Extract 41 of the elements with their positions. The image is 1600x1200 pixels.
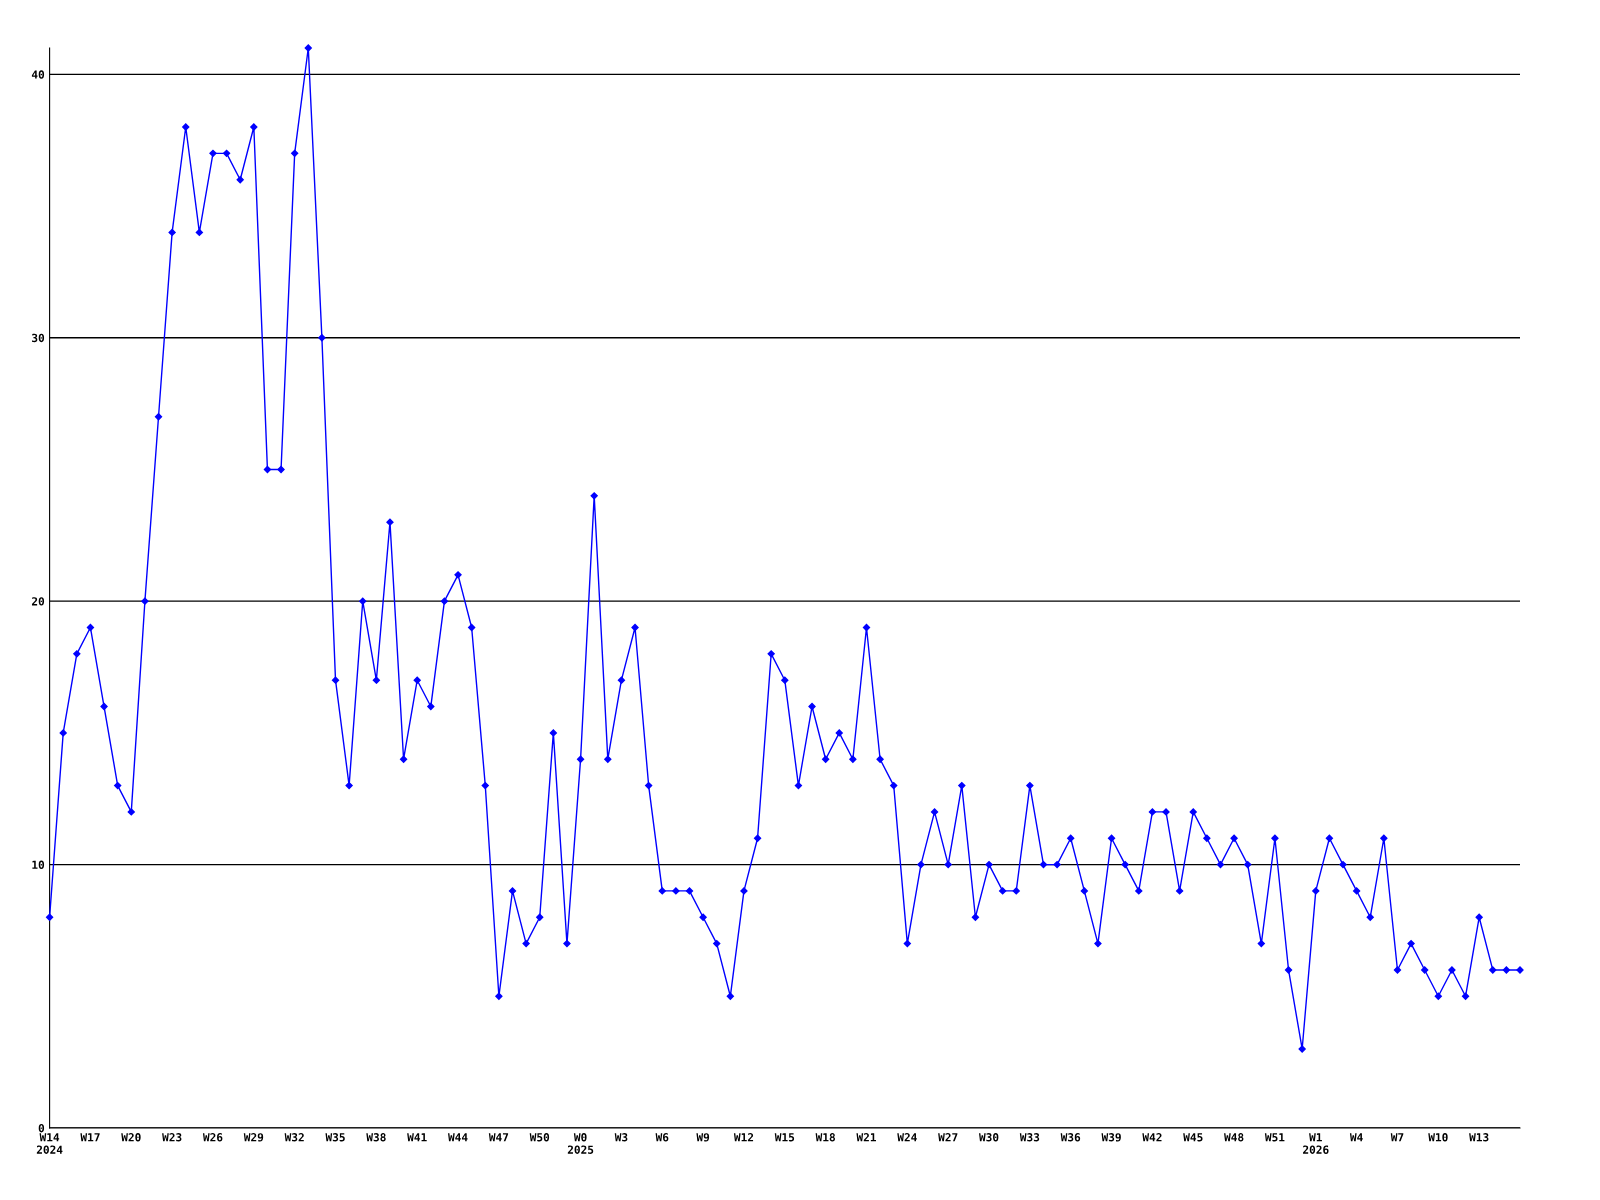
x-tick-label: W26	[202, 1133, 223, 1142]
x-tick-label: W1 2026	[1303, 1133, 1329, 1154]
y-tick-label: 20	[31, 597, 45, 606]
x-tick-label: W45	[1183, 1133, 1203, 1142]
x-tick-label: W6	[655, 1133, 669, 1142]
x-tick-label: W20	[121, 1133, 141, 1142]
x-tick-label: W27	[938, 1133, 958, 1142]
x-tick-label: W12	[733, 1133, 754, 1142]
x-tick-label: W21	[856, 1133, 876, 1142]
x-tick-label: W36	[1060, 1133, 1081, 1142]
x-tick-label: W44	[448, 1133, 468, 1142]
x-tick-label: W10	[1428, 1133, 1448, 1142]
x-tick-label: W15	[774, 1133, 795, 1142]
x-tick-label: W17	[80, 1133, 100, 1142]
x-tick-label: W42	[1142, 1133, 1162, 1142]
x-tick-label: W47	[488, 1133, 509, 1142]
x-tick-label: W13	[1469, 1133, 1489, 1142]
x-tick-label: W23	[162, 1133, 182, 1142]
x-tick-label: W7	[1390, 1133, 1404, 1142]
x-tick-label: W29	[243, 1133, 264, 1142]
x-tick-label: W35	[325, 1133, 345, 1142]
y-tick-label: 30	[32, 333, 45, 343]
x-tick-label: W3	[614, 1133, 628, 1142]
x-tick-label: W33	[1019, 1133, 1040, 1142]
x-tick-label: W18	[815, 1133, 835, 1142]
y-tick-label: 10	[32, 860, 45, 869]
x-tick-label: W14 2024	[36, 1133, 63, 1154]
x-tick-label: W51	[1264, 1133, 1285, 1142]
x-tick-label: W0 2025	[567, 1133, 594, 1154]
x-tick-label: W38	[366, 1133, 386, 1142]
x-tick-label: W48	[1224, 1133, 1244, 1142]
x-tick-label: W30	[978, 1133, 999, 1142]
x-tick-label: W4	[1349, 1133, 1363, 1142]
y-tick-label: 0	[38, 1123, 45, 1133]
x-tick-label: W41	[407, 1133, 427, 1142]
x-tick-label: W24	[897, 1133, 917, 1142]
x-tick-label: W9	[696, 1133, 710, 1142]
x-tick-label: W32	[284, 1133, 304, 1142]
x-tick-label: W50	[529, 1133, 550, 1142]
x-tick-label: W39	[1101, 1133, 1121, 1142]
y-tick-label: 40	[31, 70, 45, 79]
